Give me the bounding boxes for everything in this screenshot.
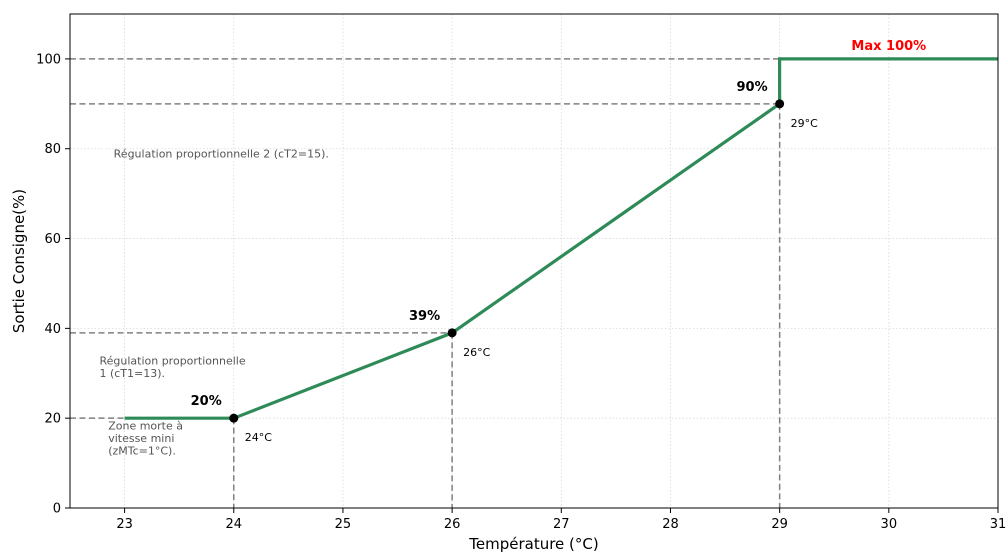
y-tick-label: 20 (44, 412, 61, 427)
y-axis-ticks: 0 20 40 60 80 100 (36, 52, 70, 517)
series-line (124, 57, 998, 420)
x-tick-label: 31 (990, 517, 1007, 532)
y-axis-label: Sortie Consigne(%) (10, 189, 28, 333)
x-tick-label: 30 (881, 517, 898, 532)
plot-frame (69, 13, 999, 509)
x-tick-label: 26 (444, 517, 461, 532)
max-label: Max 100% (851, 39, 926, 54)
annotation-text: Zone morte à (108, 419, 183, 432)
x-tick-label: 28 (662, 517, 679, 532)
data-point-marker (775, 99, 785, 109)
x-axis-ticks: 23 24 25 26 27 28 29 30 31 (116, 508, 1006, 532)
x-tick-label: 25 (335, 517, 352, 532)
annotation-text: Régulation proportionnelle 2 (cT2=15). (114, 148, 329, 161)
point-value-label: 20% (191, 394, 222, 409)
markers: 20% 24°C 39% 26°C 90% 29°C Max 100% (191, 39, 927, 444)
y-tick-label: 40 (44, 322, 61, 337)
x-tick-label: 24 (225, 517, 242, 532)
point-value-label: 90% (737, 80, 768, 95)
series-layer (124, 57, 998, 420)
point-temperature-label: 29°C (791, 117, 818, 130)
x-tick-label: 29 (771, 517, 788, 532)
point-value-label: 39% (409, 309, 440, 324)
x-tick-label: 23 (116, 517, 133, 532)
data-point-marker (447, 328, 457, 338)
reference-lines (70, 58, 781, 508)
y-tick-label: 100 (36, 52, 61, 67)
point-temperature-label: 26°C (463, 346, 490, 359)
x-tick-label: 27 (553, 517, 570, 532)
point-temperature-label: 24°C (245, 431, 272, 444)
y-tick-label: 60 (44, 232, 61, 247)
grid (70, 14, 999, 509)
data-point-marker (229, 413, 239, 423)
annotation-text: vitesse mini (108, 432, 174, 445)
y-tick-label: 0 (53, 502, 61, 517)
annotation-text: (zMTc=1°C). (108, 444, 176, 457)
annotation-text: 1 (cT1=13). (99, 367, 165, 380)
x-axis-label: Température (°C) (468, 535, 598, 552)
annotations: Régulation proportionnelle 2 (cT2=15). Ré… (99, 148, 328, 458)
annotation-text: Régulation proportionnelle (99, 354, 245, 367)
y-tick-label: 80 (44, 142, 61, 157)
